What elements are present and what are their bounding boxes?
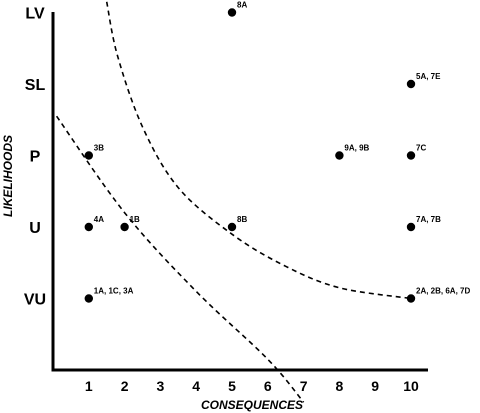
data-point-label: 8B	[237, 215, 247, 224]
x-tick-label: 8	[336, 378, 344, 394]
data-point	[335, 151, 344, 160]
y-tick-label: P	[30, 149, 41, 166]
x-tick-label: 1	[85, 378, 93, 394]
y-axis-title: LIKELIHOODS	[1, 135, 15, 217]
data-point	[227, 222, 237, 232]
data-point-label: 1A, 1C, 3A	[94, 287, 134, 296]
x-axis-title: CONSEQUENCES	[201, 398, 303, 412]
data-point	[84, 222, 94, 232]
data-point-label: 1B	[130, 215, 140, 224]
x-tick-label: 10	[403, 378, 419, 394]
data-point-label: 7A, 7B	[416, 215, 441, 224]
x-tick-labels: 1 2 3 4 5 6 7 8 9 10	[85, 378, 419, 394]
data-point-label: 2A, 2B, 6A, 7D	[416, 287, 470, 296]
x-tick-label: 9	[371, 378, 379, 394]
boundary-curve-1	[55, 115, 305, 403]
data-point	[84, 294, 94, 303]
x-tick-label: 7	[300, 378, 308, 394]
data-point	[406, 79, 416, 89]
boundary-curve-2	[105, 1, 412, 300]
y-tick-label: SL	[25, 77, 46, 94]
x-tick-label: 4	[192, 378, 200, 394]
data-point	[406, 151, 416, 160]
x-tick-label: 5	[228, 378, 236, 394]
data-point-label: 7C	[416, 144, 426, 153]
data-point-label: 4A	[94, 215, 104, 224]
data-point-label: 8A	[237, 1, 247, 10]
data-point-label: 3B	[94, 144, 104, 153]
data-point	[120, 222, 129, 232]
x-tick-label: 3	[157, 378, 165, 394]
data-point-label: 9A, 9B	[344, 144, 369, 153]
data-point-label: 5A, 7E	[416, 72, 441, 81]
x-tick-label: 6	[264, 378, 272, 394]
data-point	[406, 294, 416, 303]
y-tick-label: VU	[24, 292, 46, 309]
data-point	[406, 222, 416, 232]
x-tick-label: 2	[121, 378, 129, 394]
boundary-curves	[55, 1, 412, 403]
y-tick-label: LV	[25, 6, 45, 23]
y-tick-labels: VU U P SL LV	[24, 6, 46, 309]
y-tick-label: U	[29, 220, 41, 237]
data-points: 8A 5A, 7E 3B 9A, 9B 7C 4A 1B 8B 7A, 7B 1A, 1C, 3A…	[84, 1, 470, 303]
data-point	[227, 8, 237, 17]
data-point	[84, 151, 94, 160]
